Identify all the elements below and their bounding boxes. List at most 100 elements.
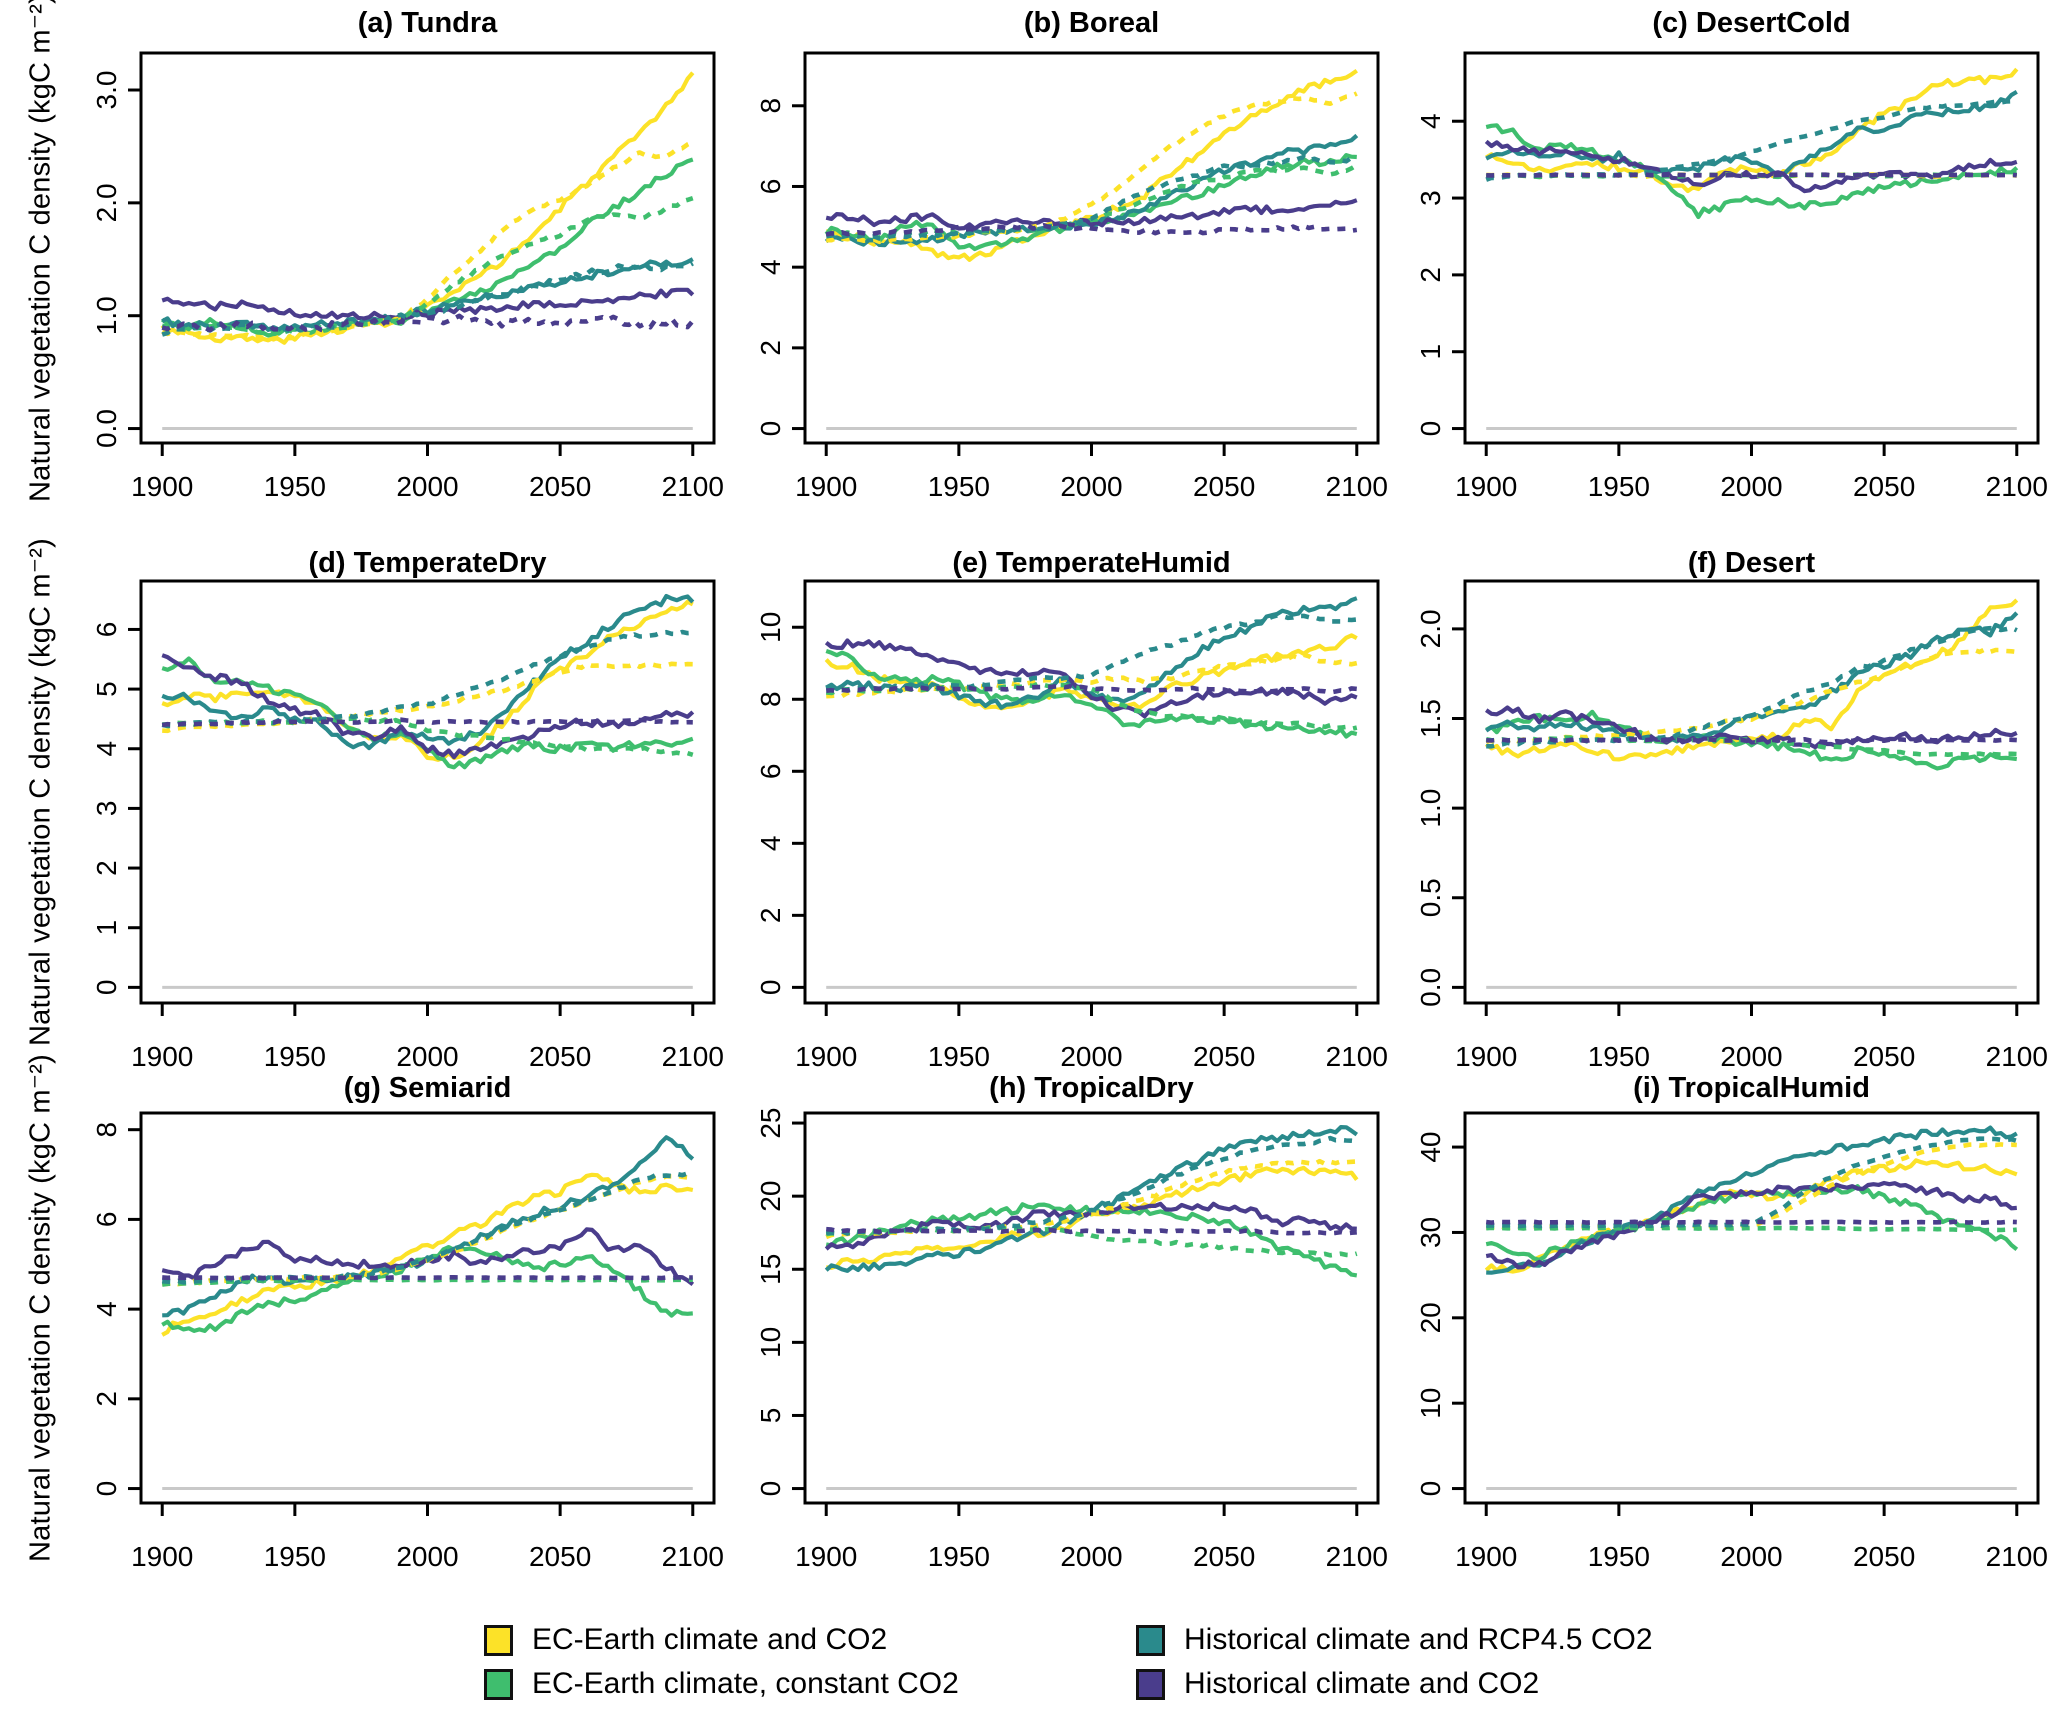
panel-h: (h) TropicalDry 1900 1950 2000 2050 2100 0 5 10 1… [755,1072,1388,1572]
panel-c-ecearth_constco2-solid-line [1485,123,2019,220]
panel-g-ecearth_co2-solid-line [161,1172,694,1337]
panel-h-title: (h) TropicalDry [989,1072,1194,1104]
panel-d-y-axis: 0 1 2 3 4 5 6 [91,622,141,996]
svg-text:2: 2 [1415,267,1446,283]
svg-text:0: 0 [91,1481,122,1497]
panel-h-hist_rcp45-dashed-line [826,1135,1358,1236]
svg-text:2050: 2050 [1193,1041,1255,1072]
panel-a-y-axis: 0.0 1.0 2.0 3.0 [91,71,141,448]
panel-h-ecearth_constco2-dashed-line [825,1224,1358,1258]
svg-text:4: 4 [1415,113,1446,129]
panel-e: (e) TemperateHumid 1900 1950 2000 2050 2100 0 2… [755,547,1388,1072]
panel-g-hist_rcp45-solid-line [162,1135,695,1318]
panel-a-hist_rcp45-dashed-line [161,261,694,337]
svg-text:2000: 2000 [1060,1541,1122,1572]
svg-text:4: 4 [91,741,122,757]
svg-text:1950: 1950 [1588,1041,1650,1072]
svg-text:1.5: 1.5 [1415,699,1446,738]
svg-text:8: 8 [91,1122,122,1138]
panel-e-ecearth_constco2-solid-line [825,649,1358,739]
svg-text:2: 2 [91,860,122,876]
svg-text:2000: 2000 [1060,1041,1122,1072]
panel-c: (c) DesertCold 1900 1950 2000 2050 2100 0 1 2 3 4 [1415,7,2048,502]
panel-f-x-axis: 1900 1950 2000 2050 2100 [1455,1003,2048,1072]
svg-text:1.0: 1.0 [1415,789,1446,828]
panel-b-hist_rcp45-dashed-line [825,154,1358,241]
panel-d-hist_rcp45-solid-line [161,593,695,751]
panel-i-hist_co2-solid-line [1485,1180,2017,1270]
panel-e-title: (e) TemperateHumid [952,547,1230,579]
panel-i: (i) TropicalHumid 1900 1950 2000 2050 2100 0 10… [1415,1072,2048,1572]
svg-text:1950: 1950 [264,471,326,502]
svg-text:1900: 1900 [1455,1541,1517,1572]
svg-text:2000: 2000 [1060,471,1122,502]
panel-d-x-axis: 1900 1950 2000 2050 2100 [131,1003,724,1072]
svg-text:1: 1 [1415,344,1446,360]
panel-d-hist_rcp45-dashed-line [161,629,693,729]
svg-text:1950: 1950 [1588,1541,1650,1572]
panel-e-x-axis: 1900 1950 2000 2050 2100 [795,1003,1388,1072]
svg-text:1950: 1950 [1588,471,1650,502]
svg-text:6: 6 [755,764,786,780]
panel-f: (f) Desert 1900 1950 2000 2050 2100 0.0 0.5 1.0 1… [1415,547,2048,1072]
svg-text:1900: 1900 [1455,471,1517,502]
svg-text:3: 3 [1415,190,1446,206]
svg-text:2050: 2050 [1853,1041,1915,1072]
svg-text:1900: 1900 [1455,1041,1517,1072]
svg-text:2000: 2000 [1720,1541,1782,1572]
panel-e-ecearth_co2-dashed-line [826,652,1358,699]
svg-text:1950: 1950 [928,471,990,502]
svg-text:10: 10 [755,612,786,643]
panel-a-title: (a) Tundra [358,7,498,39]
panel-a-ecearth_co2-solid-line [160,71,695,345]
svg-text:0: 0 [1415,421,1446,437]
panel-a: (a) Tundra 1900 1950 2000 2050 2100 0.0 1.0 2.0 3… [91,7,724,502]
svg-text:0: 0 [755,421,786,437]
svg-text:4: 4 [755,259,786,275]
panel-b-x-axis: 1900 1950 2000 2050 2100 [795,443,1388,502]
panel-b: (b) Boreal 1900 1950 2000 2050 2100 0 2 4 6 8 [755,7,1388,502]
svg-text:1950: 1950 [264,1541,326,1572]
panel-e-y-axis: 0 2 4 6 8 10 [755,612,805,995]
panel-a-box [139,51,716,445]
svg-text:3: 3 [91,801,122,817]
svg-text:2: 2 [755,908,786,924]
svg-text:0: 0 [91,980,122,996]
panel-a-ecearth_constco2-dashed-line [161,196,694,336]
panel-c-y-axis: 0 1 2 3 4 [1415,113,1465,436]
svg-text:2100: 2100 [662,1541,724,1572]
svg-text:0: 0 [755,980,786,996]
svg-text:2050: 2050 [529,1041,591,1072]
svg-text:2050: 2050 [1853,471,1915,502]
panel-d: (d) TemperateDry 1900 1950 2000 2050 2100 0 1 2 3… [91,547,724,1072]
panel-i-box [1463,1111,2040,1505]
svg-text:0.0: 0.0 [1415,968,1446,1007]
panel-c-ecearth_co2-solid-line [1485,67,2019,194]
panel-f-ecearth_co2-solid-line [1484,598,2019,762]
panel-d-hist_co2-dashed-line [161,717,693,728]
panel-c-x-axis: 1900 1950 2000 2050 2100 [1455,443,2048,502]
panel-h-y-axis: 0 5 10 15 20 25 [755,1107,805,1496]
panel-d-title: (d) TemperateDry [309,547,547,579]
svg-text:2100: 2100 [1326,471,1388,502]
svg-text:2100: 2100 [662,1041,724,1072]
svg-text:4: 4 [91,1301,122,1317]
svg-text:2: 2 [91,1391,122,1407]
panel-b-box [803,51,1380,445]
svg-text:1900: 1900 [795,1041,857,1072]
svg-text:25: 25 [755,1107,786,1138]
svg-text:2100: 2100 [1326,1541,1388,1572]
panel-h-ecearth_co2-dashed-line [825,1158,1357,1240]
panel-c-hist_rcp45-dashed-line [1485,99,2018,182]
svg-text:5: 5 [755,1408,786,1424]
svg-text:0: 0 [1415,1481,1446,1497]
svg-text:2000: 2000 [396,471,458,502]
panel-g-x-axis: 1900 1950 2000 2050 2100 [131,1503,724,1572]
panel-f-hist_rcp45-dashed-line [1486,625,2018,749]
panel-c-hist_rcp45-solid-line [1485,89,2018,178]
svg-text:2050: 2050 [529,1541,591,1572]
panel-g-hist_rcp45-dashed-line [162,1171,694,1285]
svg-text:1950: 1950 [928,1541,990,1572]
svg-text:6: 6 [91,1212,122,1228]
